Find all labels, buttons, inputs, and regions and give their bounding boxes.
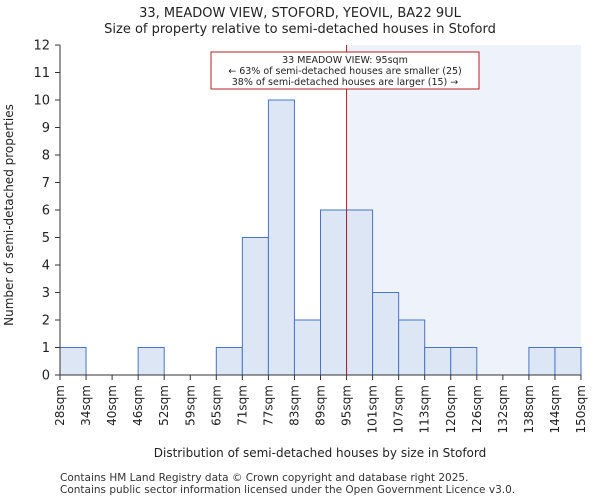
histogram-bar — [554, 347, 582, 376]
histogram-bar — [346, 209, 374, 376]
histogram-bar — [320, 209, 348, 376]
x-tick-label: 28sqm — [53, 385, 67, 426]
x-tick-label: 126sqm — [470, 385, 484, 433]
y-tick-label: 5 — [42, 231, 50, 246]
y-tick-label: 10 — [33, 94, 50, 109]
footer-copyright: Contains HM Land Registry data © Crown c… — [60, 472, 469, 484]
x-tick-label: 71sqm — [235, 385, 249, 426]
chart-subtitle: Size of property relative to semi-detach… — [104, 22, 496, 37]
y-tick-label: 7 — [42, 176, 50, 191]
chart-title: 33, MEADOW VIEW, STOFORD, YEOVIL, BA22 9… — [139, 6, 461, 21]
histogram-bar — [241, 237, 269, 376]
x-tick-label: 83sqm — [287, 385, 301, 426]
y-tick-label: 3 — [42, 286, 50, 301]
x-tick-label: 95sqm — [340, 385, 354, 426]
x-tick-label: 120sqm — [444, 385, 458, 433]
x-tick-label: 144sqm — [548, 385, 562, 433]
annotation-line: 38% of semi-detached houses are larger (… — [232, 77, 459, 88]
x-tick-label: 59sqm — [183, 385, 197, 426]
y-axis-label: Number of semi-detached properties — [2, 104, 16, 326]
x-tick-label: 150sqm — [574, 385, 588, 433]
histogram-bar — [424, 347, 452, 376]
y-tick-label: 8 — [42, 149, 50, 164]
x-tick-label: 113sqm — [418, 385, 432, 433]
y-tick-label: 6 — [42, 204, 50, 219]
x-tick-label: 132sqm — [496, 385, 510, 433]
annotation-line: ← 63% of semi-detached houses are smalle… — [228, 66, 462, 77]
x-tick-label: 107sqm — [392, 385, 406, 433]
annotation-line: 33 MEADOW VIEW: 95sqm — [282, 55, 408, 66]
y-tick-label: 12 — [33, 39, 50, 54]
x-tick-label: 138sqm — [522, 385, 536, 433]
annotation-box — [210, 51, 480, 90]
footer-licence: Contains public sector information licen… — [60, 484, 516, 496]
x-tick-label: 89sqm — [314, 385, 328, 426]
histogram-bar — [137, 347, 165, 376]
histogram-bar — [267, 99, 295, 376]
y-tick-label: 0 — [42, 369, 50, 384]
y-tick-label: 2 — [42, 314, 50, 329]
histogram-bar — [59, 347, 87, 376]
y-tick-label: 9 — [42, 121, 50, 136]
x-tick-label: 77sqm — [261, 385, 275, 426]
x-tick-label: 40sqm — [105, 385, 119, 426]
x-axis-label: Distribution of semi-detached houses by … — [154, 446, 486, 460]
x-tick-label: 52sqm — [157, 385, 171, 426]
histogram-bar — [450, 347, 478, 376]
x-tick-label: 65sqm — [209, 385, 223, 426]
histogram-bar — [528, 347, 556, 376]
y-tick-label: 1 — [42, 341, 50, 356]
histogram-bar — [398, 319, 426, 376]
histogram-bar — [215, 347, 243, 376]
x-tick-label: 46sqm — [131, 385, 145, 426]
y-tick-label: 11 — [33, 66, 50, 81]
y-tick-label: 4 — [42, 259, 50, 274]
histogram-bar — [372, 292, 400, 376]
x-tick-label: 34sqm — [79, 385, 93, 426]
x-tick-label: 101sqm — [366, 385, 380, 433]
histogram-bar — [293, 319, 322, 376]
